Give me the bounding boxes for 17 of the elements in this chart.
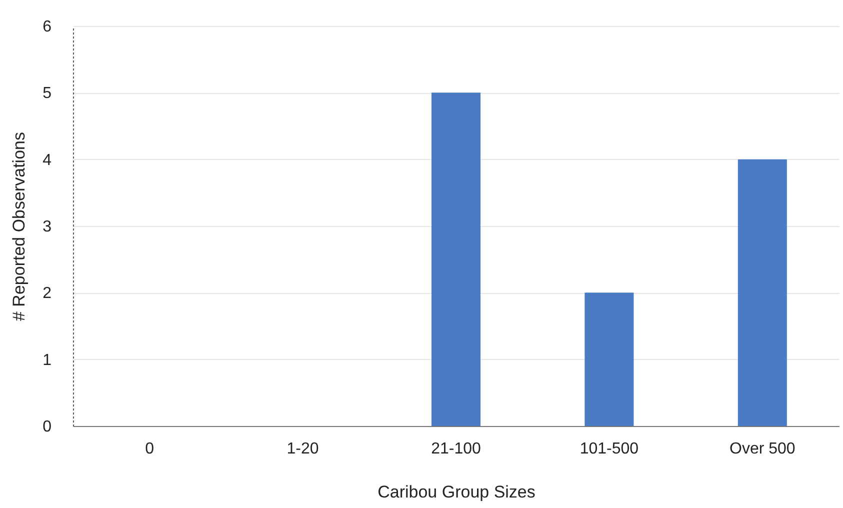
- x-tick-label: 0: [145, 440, 154, 458]
- y-tick-label: 6: [42, 18, 52, 36]
- x-tick-label: 21-100: [431, 440, 482, 458]
- y-tick-label: 3: [42, 218, 52, 236]
- x-tick-label: Over 500: [729, 440, 796, 458]
- bar: [584, 292, 634, 426]
- y-tick-label: 2: [42, 285, 52, 302]
- bar: [431, 92, 481, 426]
- y-tick-label: 1: [42, 352, 52, 369]
- y-tick-label: 0: [42, 418, 52, 436]
- y-tick-label: 5: [42, 85, 52, 102]
- x-axis-title: Caribou Group Sizes: [378, 482, 536, 502]
- y-tick-label: 4: [42, 152, 52, 169]
- bar: [738, 159, 787, 426]
- x-tick-label: 1-20: [286, 440, 319, 458]
- y-axis-title: # Reported Observations: [10, 132, 29, 321]
- x-tick-label: 101-500: [580, 440, 639, 458]
